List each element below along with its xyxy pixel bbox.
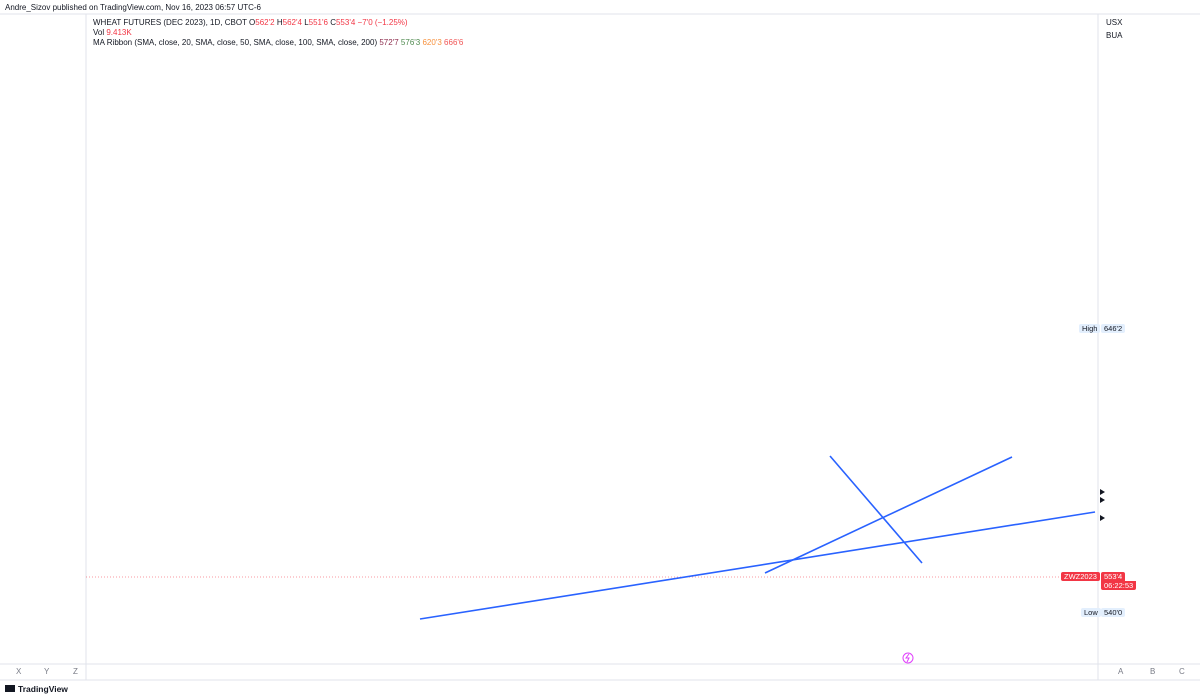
symbol-tag: ZWZ2023 [1061, 572, 1100, 581]
footer-logo: TradingView [18, 684, 68, 694]
vol-label[interactable]: Vol [93, 28, 105, 37]
scale-letter[interactable]: B [1150, 667, 1156, 676]
trend-line[interactable] [419, 511, 1096, 620]
volume-legend: Vol 9.413K [93, 28, 132, 38]
low-value: 540'0 [1101, 608, 1126, 617]
ohlc-letter: C [330, 18, 336, 27]
change: −7'0 (−1.25%) [357, 18, 408, 27]
scale-letter[interactable]: C [1179, 667, 1185, 676]
ohlc-value: 553'4 [335, 18, 356, 27]
vol-value: 9.413K [106, 28, 132, 37]
logo-mark [5, 685, 15, 692]
ohlc-letter: O [249, 18, 256, 27]
low-label: Low [1081, 608, 1101, 617]
alert-icon[interactable] [902, 652, 914, 664]
ma-legend: MA Ribbon (SMA, close, 20, SMA, close, 5… [93, 38, 463, 48]
scale-letter[interactable]: Y [44, 667, 50, 676]
ma-value: 576'3 [400, 38, 421, 47]
high-value: 646'2 [1101, 324, 1126, 333]
ohlc-value: 551'6 [308, 18, 328, 27]
marker [1100, 489, 1105, 521]
scale-letter[interactable]: Z [73, 667, 78, 676]
ma-value: 620'3 [422, 38, 442, 47]
ma-value: 572'7 [379, 38, 399, 47]
scale-letter[interactable]: A [1118, 667, 1124, 676]
ohlc-value: 562'2 [255, 18, 275, 27]
unit-button[interactable]: BUA [1106, 31, 1123, 40]
symbol[interactable]: WHEAT FUTURES (DEC 2023), 1D, CBOT [93, 18, 247, 27]
legend-line: WHEAT FUTURES (DEC 2023), 1D, CBOT O562'… [93, 18, 408, 28]
last-price: 553'4 [1101, 572, 1126, 581]
ohlc-letter: H [276, 18, 283, 27]
alert-icon-bolt [905, 653, 910, 663]
publisher-note: Andre_Sizov published on TradingView.com… [5, 3, 262, 12]
countdown: 06:22:53 [1101, 581, 1137, 590]
ohlc-value: 562'4 [282, 18, 302, 27]
ma-value: 666'6 [444, 38, 464, 47]
ma-label[interactable]: MA Ribbon (SMA, close, 20, SMA, close, 5… [93, 38, 378, 47]
trend-line[interactable] [829, 455, 923, 564]
ohlc-letter: L [304, 18, 309, 27]
trend-line[interactable] [764, 456, 1013, 574]
high-label: High [1079, 324, 1101, 333]
currency-button[interactable]: USX [1106, 18, 1123, 27]
scale-letter[interactable]: X [16, 667, 22, 676]
